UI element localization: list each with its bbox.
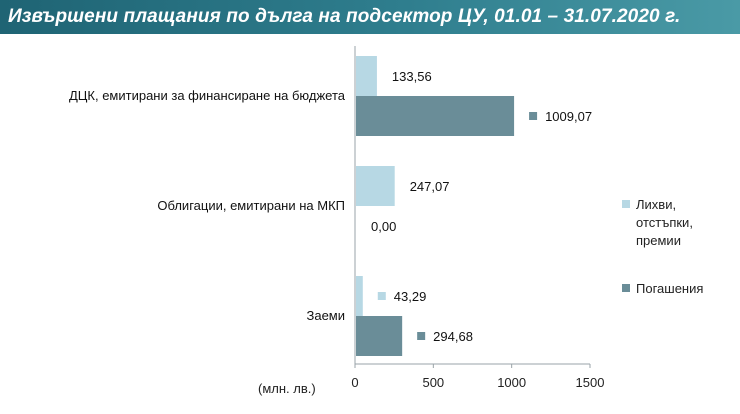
legend-item-interest: Лихви, отстъпки, премии: [622, 196, 734, 250]
bar: [356, 276, 363, 316]
data-label: 294,68: [433, 329, 473, 344]
legend-swatch-interest: [622, 200, 630, 208]
legend-swatch-repayment: [622, 284, 630, 292]
legend: Лихви, отстъпки, премии Погашения: [622, 196, 734, 328]
x-tick-label: 500: [422, 375, 444, 390]
legend-label-interest: Лихви, отстъпки, премии: [636, 197, 693, 248]
x-axis-unit-label: (млн. лв.): [258, 381, 316, 396]
data-label: 133,56: [392, 69, 432, 84]
bar: [356, 166, 395, 206]
x-tick-label: 1000: [497, 375, 526, 390]
category-label: Заеми: [306, 308, 345, 323]
data-label-marker: [529, 112, 538, 120]
data-label: 43,29: [394, 289, 427, 304]
data-label-marker: [417, 332, 426, 340]
chart-title: Извършени плащания по дълга на подсектор…: [8, 6, 681, 27]
category-label: Облигации, емитирани на МКП: [157, 198, 345, 213]
x-tick-label: 0: [351, 375, 358, 390]
data-label: 0,00: [371, 219, 396, 234]
bar: [356, 56, 377, 96]
title-bar: Извършени плащания по дълга на подсектор…: [0, 0, 740, 34]
data-label-marker: [377, 292, 386, 300]
data-label: 1009,07: [545, 109, 592, 124]
x-tick-label: 1500: [576, 375, 605, 390]
category-label: ДЦК, емитирани за финансиране на бюджета: [69, 88, 346, 103]
legend-label-repayment: Погашения: [636, 281, 704, 296]
bar: [356, 96, 515, 136]
bar-chart: 0 500 1000 1500 ДЦК, емитирани за финансиран…: [69, 46, 605, 390]
legend-item-repayment: Погашения: [622, 280, 734, 298]
data-label: 247,07: [410, 179, 450, 194]
bar: [356, 316, 403, 356]
